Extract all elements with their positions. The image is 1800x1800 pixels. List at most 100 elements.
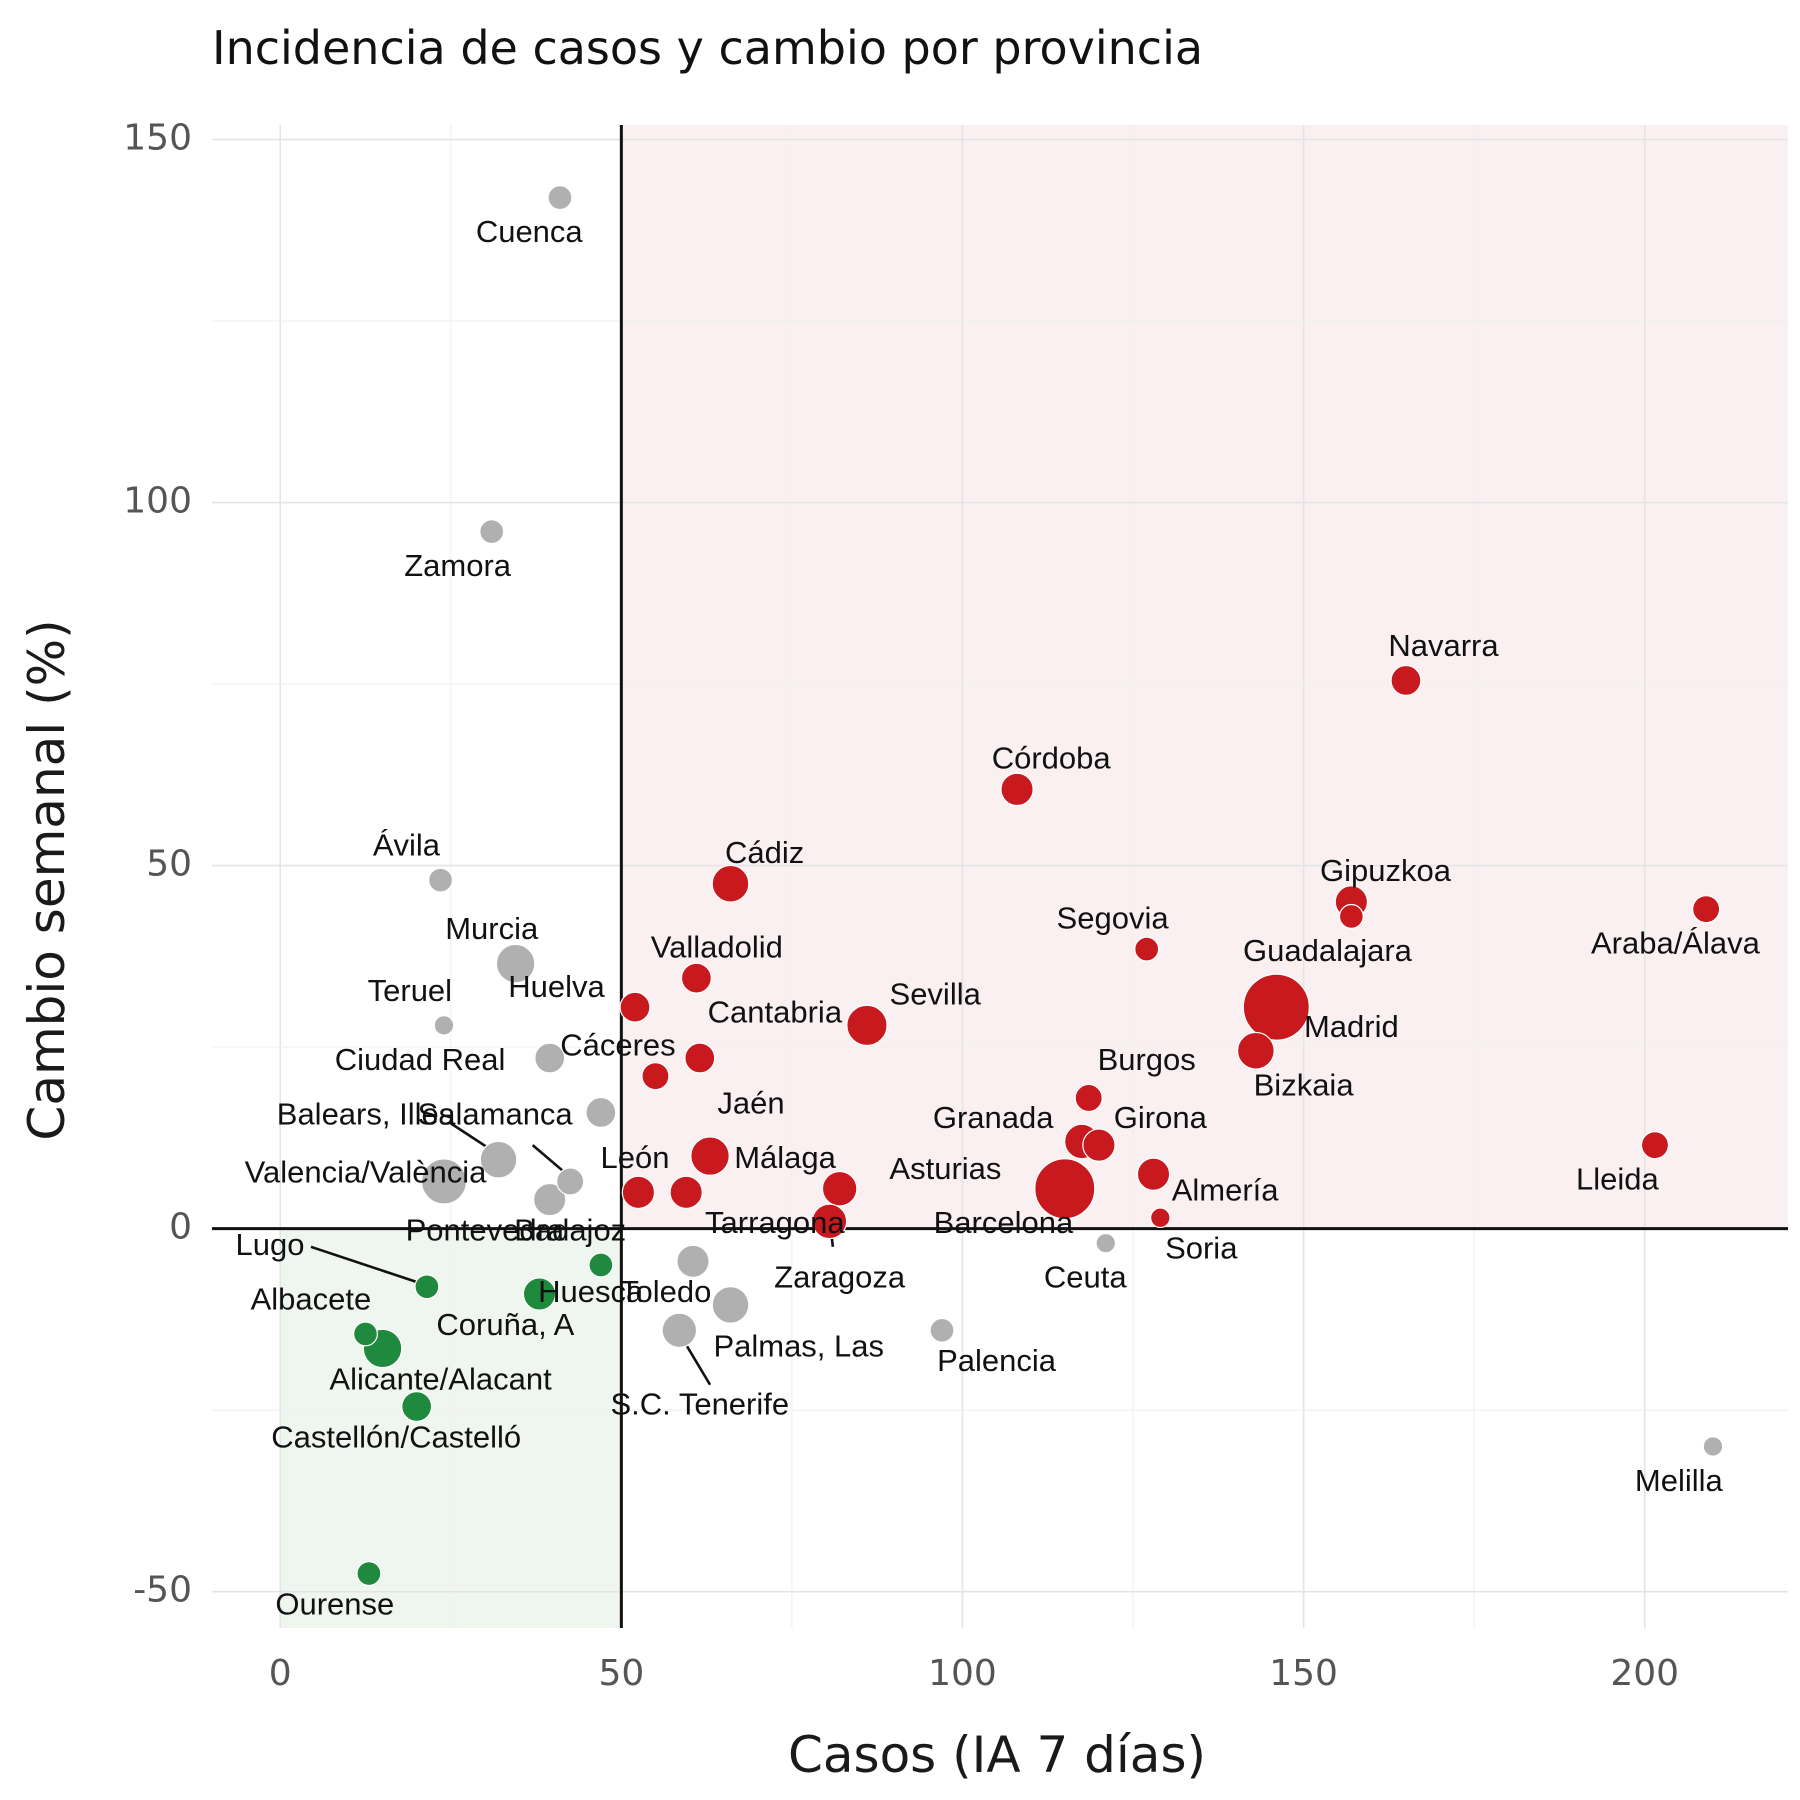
point-label: Murcia	[445, 911, 539, 946]
point-label: Toledo	[620, 1274, 711, 1309]
point-label: Guadalajara	[1243, 933, 1413, 968]
y-axis-ticks: -50 0 50 100 150	[123, 118, 192, 1611]
point-label: Zaragoza	[774, 1260, 906, 1295]
data-point	[1095, 1232, 1117, 1254]
point-label: Huesca	[538, 1274, 644, 1309]
point-label: Salamanca	[418, 1096, 574, 1131]
x-tick-label: 150	[1269, 1653, 1338, 1694]
point-label: Valladolid	[651, 929, 783, 964]
y-tick-label: 0	[169, 1207, 192, 1248]
x-tick-label: 0	[269, 1653, 292, 1694]
data-point	[621, 1175, 656, 1210]
y-axis-title: Cambio semanal (%)	[18, 619, 76, 1140]
data-point	[1692, 895, 1721, 924]
x-axis-ticks: 0 50 100 150 200	[269, 1653, 1679, 1694]
data-point	[1034, 1158, 1096, 1220]
increase-region	[621, 125, 1789, 1229]
data-point	[641, 1062, 670, 1091]
data-point	[479, 519, 505, 545]
point-labels: Cuenca Zamora Ávila Murcia Teruel Ciudad Real…	[236, 214, 1761, 1621]
point-label: Pontevedra	[406, 1212, 565, 1247]
point-label: Barcelona	[934, 1205, 1074, 1240]
point-label: Lugo	[236, 1227, 305, 1262]
data-point	[1236, 1031, 1275, 1070]
point-label: Melilla	[1635, 1463, 1724, 1498]
data-point	[690, 1136, 730, 1176]
data-point	[1390, 664, 1422, 696]
point-label: Valencia/València	[245, 1154, 488, 1189]
data-point	[929, 1317, 955, 1343]
data-point	[479, 1140, 518, 1179]
point-label: Tarragona	[705, 1205, 845, 1240]
point-label: Zamora	[404, 548, 512, 583]
point-label: Gipuzkoa	[1320, 853, 1452, 888]
point-label: Araba/Álava	[1591, 926, 1761, 961]
data-point	[1150, 1207, 1171, 1229]
y-tick-label: -50	[133, 1570, 192, 1611]
data-point	[680, 962, 712, 994]
data-point	[495, 943, 536, 984]
point-label: Badajoz	[514, 1212, 626, 1247]
leader-line	[531, 1144, 568, 1176]
data-point	[669, 1175, 703, 1210]
x-tick-label: 100	[928, 1653, 997, 1694]
data-point	[619, 991, 651, 1023]
point-label: Albacete	[251, 1281, 372, 1316]
point-label: Córdoba	[992, 741, 1112, 776]
data-point	[1134, 936, 1160, 962]
point-label: Palencia	[937, 1343, 1057, 1378]
point-label: Alicante/Alacant	[329, 1361, 552, 1396]
leader-line	[310, 1245, 421, 1285]
point-label: Soria	[1165, 1231, 1238, 1266]
point-label: Cantabria	[708, 995, 843, 1030]
y-tick-label: 100	[123, 481, 192, 522]
point-label: Castellón/Castelló	[271, 1419, 521, 1454]
x-axis-title: Casos (IA 7 días)	[788, 1726, 1206, 1784]
data-point	[556, 1167, 585, 1196]
point-label: Girona	[1114, 1100, 1208, 1135]
data-point	[1136, 1157, 1171, 1191]
point-label: Bizkaia	[1254, 1067, 1355, 1102]
data-point	[676, 1244, 710, 1279]
data-point	[711, 1285, 750, 1324]
data-point	[711, 864, 750, 903]
point-label: Balears, Illes	[277, 1096, 454, 1131]
point-label: Coruña, A	[436, 1307, 574, 1342]
x-tick-label: 50	[598, 1653, 644, 1694]
data-point	[401, 1391, 433, 1423]
data-point	[547, 185, 573, 211]
data-point	[684, 1042, 716, 1074]
data-point	[414, 1274, 440, 1300]
point-label: Ciudad Real	[335, 1042, 506, 1077]
point-label: Burgos	[1098, 1042, 1196, 1077]
data-point	[1000, 772, 1034, 807]
point-label: Cádiz	[725, 835, 804, 870]
data-point	[534, 1042, 566, 1074]
point-label: Navarra	[1388, 628, 1499, 663]
data-point	[585, 1096, 617, 1128]
data-point	[811, 1203, 848, 1240]
point-label: Almería	[1172, 1173, 1280, 1208]
point-label: S.C. Tenerife	[610, 1387, 789, 1422]
data-point	[1074, 1083, 1103, 1113]
point-label: Jaén	[717, 1085, 784, 1120]
data-points	[353, 185, 1724, 1587]
data-point	[1242, 973, 1310, 1041]
point-label: Ceuta	[1044, 1260, 1127, 1295]
point-label: Palmas, Las	[713, 1329, 884, 1364]
point-label: Teruel	[368, 973, 452, 1008]
data-point	[433, 1015, 455, 1036]
point-label: León	[601, 1140, 670, 1175]
point-label: Segovia	[1057, 900, 1170, 935]
data-point	[1702, 1436, 1724, 1457]
y-tick-label: 50	[146, 844, 192, 885]
point-label: Madrid	[1304, 1009, 1399, 1044]
data-point	[428, 867, 454, 893]
data-point	[661, 1312, 698, 1349]
data-point	[1640, 1131, 1670, 1160]
reference-lines	[212, 125, 1788, 1628]
point-label: Cuenca	[476, 214, 584, 249]
leader-line	[685, 1344, 712, 1386]
y-tick-label: 150	[123, 118, 192, 159]
